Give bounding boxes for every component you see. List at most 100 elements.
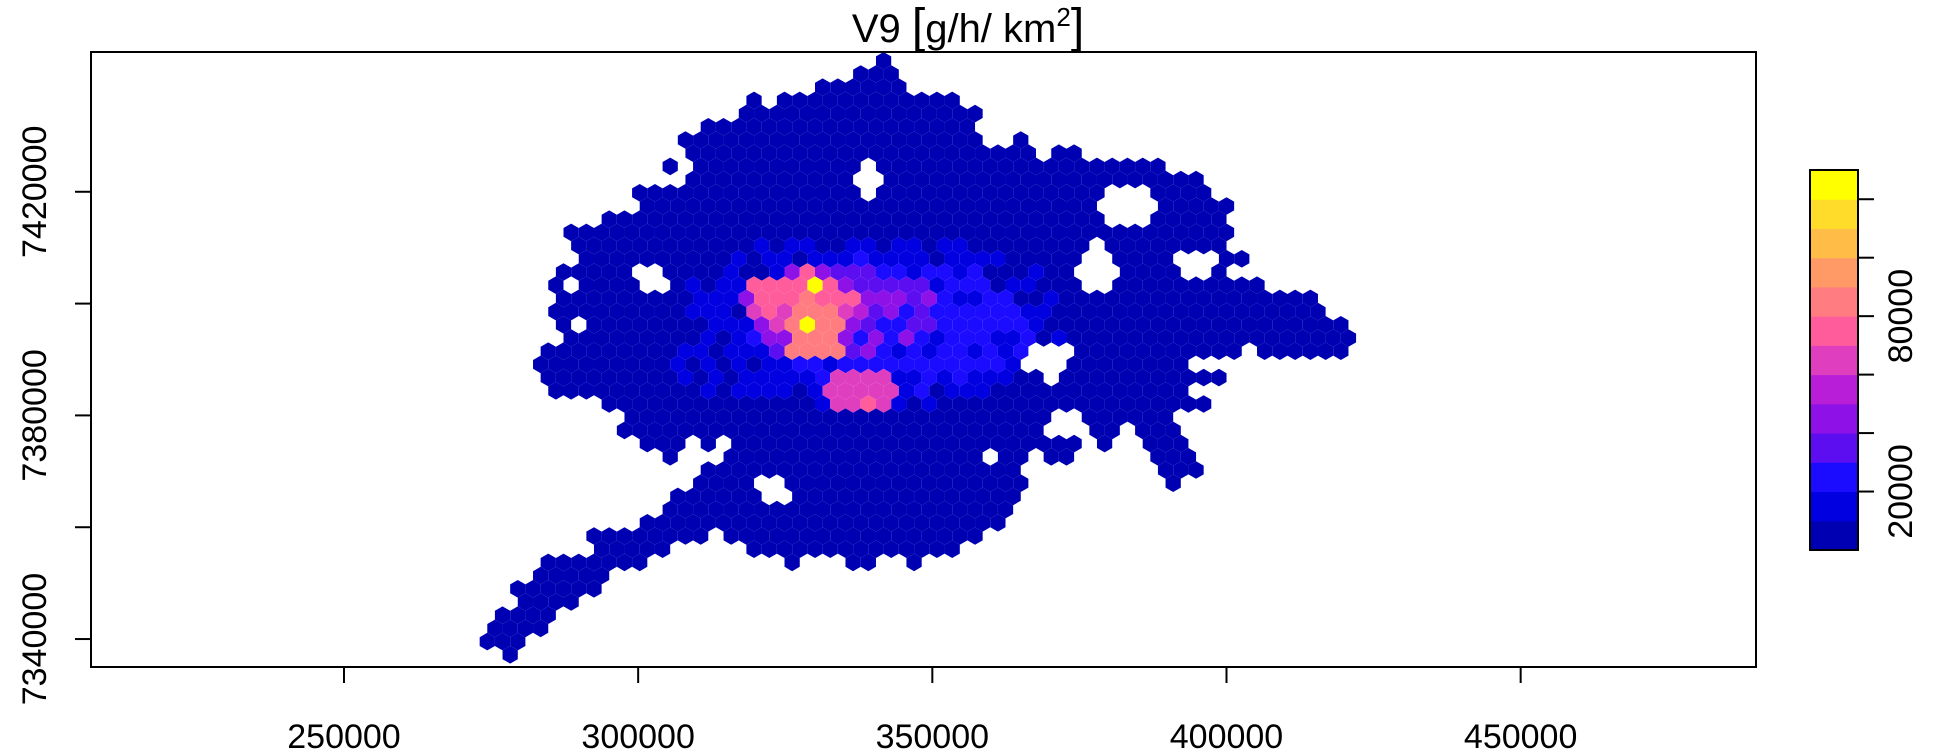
- hex-cell: [1074, 368, 1090, 387]
- hex-cell: [525, 606, 541, 624]
- hex-cell: [1089, 210, 1105, 228]
- hex-cell: [1340, 329, 1357, 347]
- hex-cell: [1043, 184, 1059, 202]
- hex-cell: [929, 91, 945, 110]
- hex-cell: [883, 461, 899, 479]
- hex-cell: [898, 382, 915, 400]
- hex-cell: [792, 487, 808, 506]
- hex-cell: [1196, 184, 1212, 202]
- hex-cell: [1096, 434, 1113, 453]
- hex-cell: [1051, 170, 1067, 189]
- hex-cell: [578, 355, 594, 374]
- hex-cell: [936, 104, 953, 123]
- hex-cell: [853, 382, 869, 400]
- hex-cell: [1180, 184, 1197, 202]
- hex-cell: [997, 263, 1014, 281]
- hex-cell: [1104, 289, 1120, 308]
- hex-cell: [769, 342, 785, 360]
- hex-cell: [830, 210, 846, 228]
- hex-cell: [700, 250, 716, 268]
- hex-cell: [936, 342, 953, 360]
- hex-cell: [731, 382, 747, 400]
- hex-cell: [601, 553, 617, 572]
- hex-cell: [754, 368, 770, 387]
- hex-cell: [738, 368, 755, 387]
- hex-cell: [693, 500, 709, 519]
- hex-cell: [601, 368, 617, 387]
- hex-cell: [936, 131, 953, 149]
- hex-cell: [1157, 461, 1174, 479]
- hex-cell: [921, 184, 937, 202]
- hex-cell: [975, 382, 991, 400]
- hex-cell: [967, 368, 983, 387]
- hex-cell: [799, 368, 815, 387]
- hex-cell: [929, 382, 945, 400]
- hex-cell: [1142, 302, 1158, 321]
- hex-cell: [952, 131, 968, 149]
- hex-cell: [982, 236, 998, 255]
- hex-cell: [563, 355, 579, 374]
- hex-cell: [754, 448, 770, 466]
- hex-cell: [784, 157, 800, 176]
- hex-cell: [715, 487, 732, 506]
- hex-cell: [1005, 461, 1021, 479]
- hex-cell: [1051, 197, 1067, 215]
- hex-cell: [815, 210, 831, 228]
- hex-cell: [799, 500, 815, 519]
- hex-cell: [624, 355, 640, 374]
- hex-cell: [1157, 223, 1174, 242]
- hex-cell: [1157, 329, 1174, 347]
- hex-cell: [875, 395, 892, 413]
- hex-cell: [693, 131, 709, 149]
- hex-cell: [1066, 276, 1082, 294]
- hex-cell: [1081, 223, 1097, 242]
- hex-cell: [1196, 316, 1212, 334]
- hex-cell: [1005, 197, 1021, 215]
- hex-cell: [723, 342, 739, 360]
- hex-cell: [952, 210, 968, 228]
- hex-cell: [967, 104, 983, 123]
- hex-cell: [792, 197, 808, 215]
- hex-cell: [540, 606, 556, 624]
- hex-cell: [1157, 197, 1174, 215]
- hex-cell: [685, 408, 701, 426]
- hex-cell: [1203, 329, 1219, 347]
- hex-cell: [1096, 223, 1113, 242]
- hex-cell: [1020, 329, 1037, 347]
- hex-cell: [776, 91, 793, 110]
- hex-cell: [1081, 408, 1097, 426]
- hex-cell: [723, 527, 739, 545]
- hex-cell: [700, 434, 716, 453]
- hex-cell: [685, 197, 701, 215]
- hex-cell: [898, 329, 915, 347]
- hex-cell: [914, 118, 930, 136]
- hex-cell: [586, 553, 602, 572]
- hex-cell: [1081, 329, 1097, 347]
- hex-cell: [936, 236, 953, 255]
- hex-cell: [1066, 197, 1082, 215]
- hex-cell: [845, 527, 861, 545]
- hex-cell: [1051, 382, 1067, 400]
- hex-cell: [868, 223, 884, 242]
- hex-cell: [1165, 316, 1181, 334]
- hex-cell: [784, 289, 800, 308]
- hex-cell: [982, 263, 998, 281]
- hex-cell: [738, 210, 755, 228]
- hex-cell: [609, 276, 625, 294]
- hex-cell: [944, 302, 960, 321]
- hex-cell: [845, 421, 861, 440]
- hex-cell: [1150, 421, 1166, 440]
- hex-cell: [654, 250, 671, 268]
- hex-cell: [997, 421, 1014, 440]
- hex-cell: [837, 144, 854, 162]
- hex-cell: [670, 329, 686, 347]
- hex-cell: [555, 263, 572, 281]
- hex-cell: [799, 236, 815, 255]
- hex-cell: [769, 421, 785, 440]
- hex-cell: [1249, 329, 1265, 347]
- hex-cell: [1180, 210, 1197, 228]
- hex-cell: [1188, 461, 1204, 479]
- hex-cell: [609, 223, 625, 242]
- hex-cell: [929, 514, 945, 532]
